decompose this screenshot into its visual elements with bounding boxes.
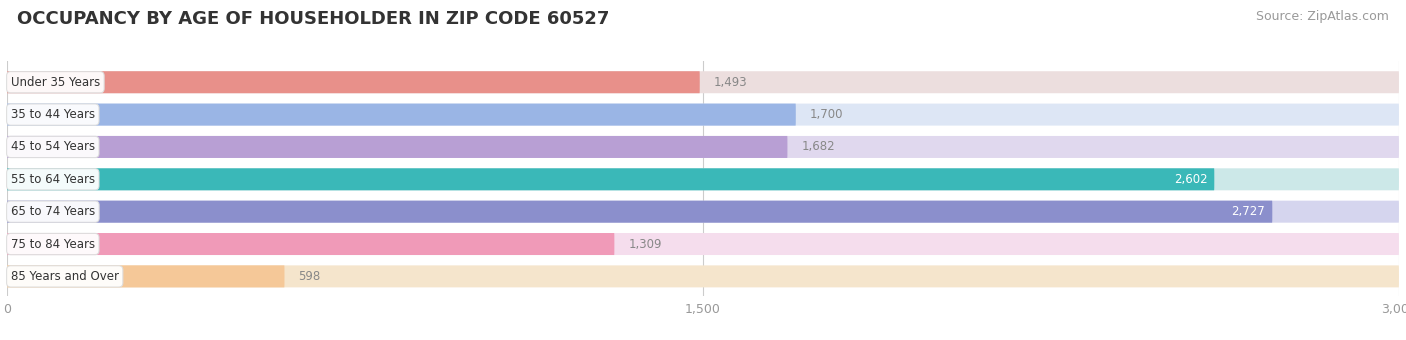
Text: 1,493: 1,493 — [714, 76, 748, 89]
Text: 65 to 74 Years: 65 to 74 Years — [11, 205, 96, 218]
FancyBboxPatch shape — [7, 266, 1399, 287]
FancyBboxPatch shape — [7, 104, 1399, 125]
Text: 598: 598 — [298, 270, 321, 283]
FancyBboxPatch shape — [7, 201, 1399, 223]
Text: OCCUPANCY BY AGE OF HOUSEHOLDER IN ZIP CODE 60527: OCCUPANCY BY AGE OF HOUSEHOLDER IN ZIP C… — [17, 10, 609, 28]
FancyBboxPatch shape — [7, 168, 1399, 190]
FancyBboxPatch shape — [7, 136, 1399, 158]
Text: 45 to 54 Years: 45 to 54 Years — [11, 140, 94, 153]
Text: Under 35 Years: Under 35 Years — [11, 76, 100, 89]
Text: 2,727: 2,727 — [1232, 205, 1265, 218]
FancyBboxPatch shape — [7, 136, 787, 158]
Text: 1,700: 1,700 — [810, 108, 844, 121]
Text: 1,682: 1,682 — [801, 140, 835, 153]
FancyBboxPatch shape — [7, 168, 1215, 190]
FancyBboxPatch shape — [7, 71, 1399, 93]
FancyBboxPatch shape — [7, 201, 1272, 223]
Text: 85 Years and Over: 85 Years and Over — [11, 270, 118, 283]
FancyBboxPatch shape — [7, 266, 284, 287]
Text: Source: ZipAtlas.com: Source: ZipAtlas.com — [1256, 10, 1389, 23]
Text: 35 to 44 Years: 35 to 44 Years — [11, 108, 94, 121]
Text: 75 to 84 Years: 75 to 84 Years — [11, 238, 94, 251]
FancyBboxPatch shape — [7, 233, 614, 255]
Text: 2,602: 2,602 — [1174, 173, 1208, 186]
FancyBboxPatch shape — [7, 233, 1399, 255]
Text: 1,309: 1,309 — [628, 238, 662, 251]
FancyBboxPatch shape — [7, 71, 700, 93]
FancyBboxPatch shape — [7, 104, 796, 125]
Text: 55 to 64 Years: 55 to 64 Years — [11, 173, 94, 186]
